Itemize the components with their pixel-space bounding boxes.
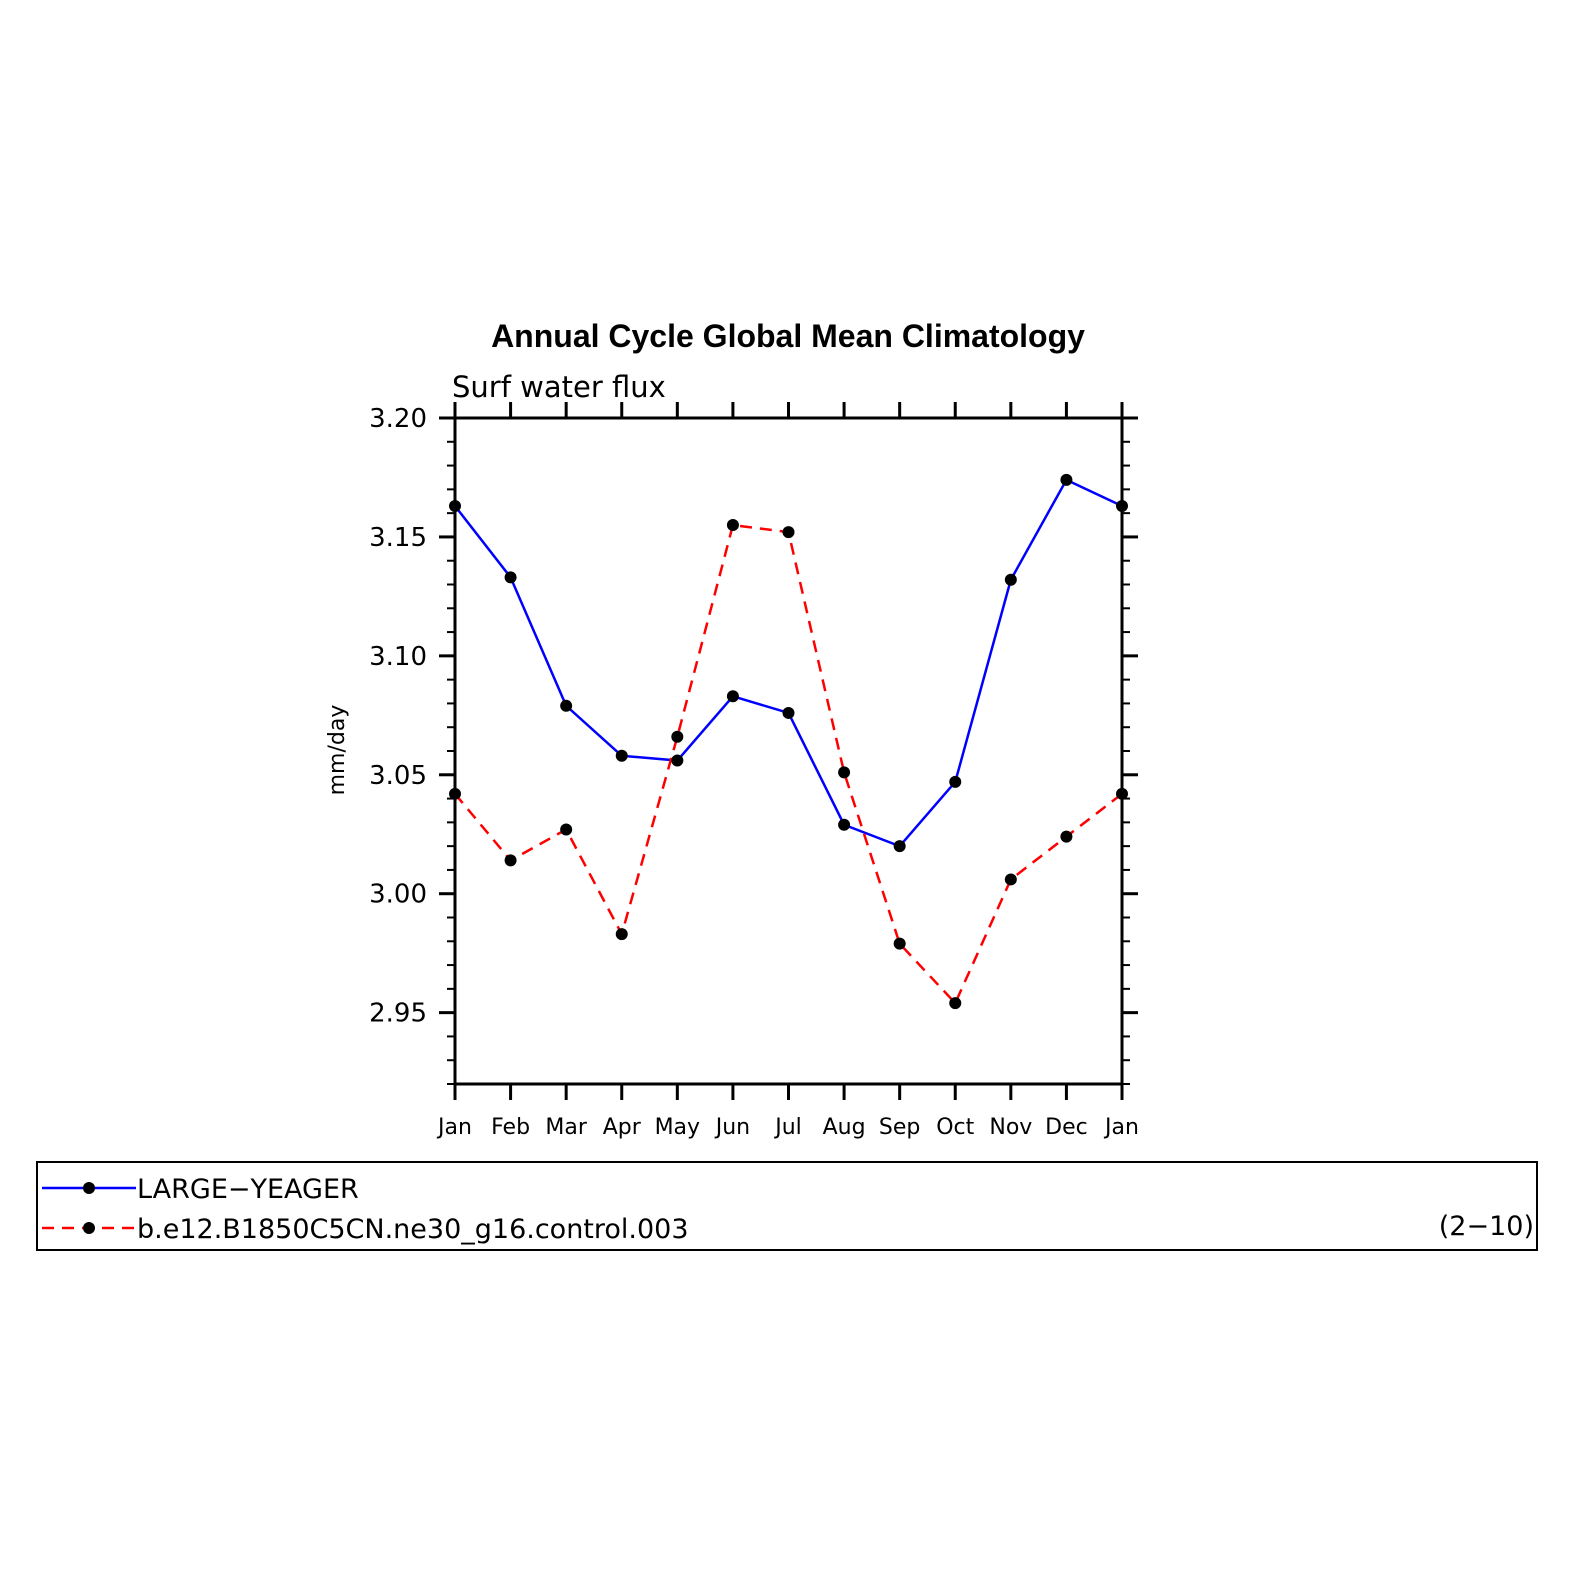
series-2-point	[1060, 830, 1073, 843]
series-1-point	[726, 690, 739, 703]
series-2-point	[449, 787, 461, 800]
series-2-point	[838, 766, 851, 779]
series-2-point	[504, 854, 517, 867]
x-tick-labels: Jan Feb Mar Apr May Jun Jul Aug Sep Oct Nov Dec Jan	[436, 1115, 1139, 1140]
series-2-point	[726, 519, 739, 532]
series-2-point	[671, 730, 684, 743]
series-lines	[454, 478, 1123, 1006]
x-tick-label: Dec	[1045, 1115, 1088, 1140]
x-tick-label: Mar	[545, 1115, 587, 1140]
legend: LARGE−YEAGER b.e12.B1850C5CN.ne30_g16.con…	[36, 1161, 1538, 1251]
series-2-point	[615, 928, 628, 941]
legend-marker-swatch	[83, 1182, 95, 1194]
series-1-point	[1060, 473, 1073, 486]
x-tick-label: Apr	[603, 1115, 642, 1140]
x-tick-label: Sep	[879, 1115, 920, 1140]
x-tick-label: Aug	[823, 1115, 866, 1140]
y-axis-label: mm/day	[325, 705, 350, 796]
x-tick-label: May	[655, 1115, 700, 1140]
chart-subtitle: Surf water flux	[452, 370, 666, 404]
y-tick-label: 3.20	[369, 404, 427, 434]
x-tick-label: Oct	[936, 1115, 974, 1140]
x-tick-label: Jan	[436, 1115, 472, 1140]
y-tick-label: 3.00	[369, 880, 427, 910]
series-2-point	[1004, 873, 1017, 886]
series-line-2	[454, 523, 1123, 1006]
legend-entries: LARGE−YEAGER b.e12.B1850C5CN.ne30_g16.con…	[42, 1174, 689, 1245]
series-2-point	[560, 823, 573, 836]
series-1-point	[504, 571, 517, 584]
plot-frame	[453, 416, 1124, 1086]
axis-ticks	[439, 402, 1138, 1100]
series-2-point	[782, 526, 795, 539]
series-2-point	[893, 937, 906, 950]
legend-frame	[36, 1161, 1538, 1251]
series-1-point	[838, 818, 851, 831]
y-tick-label: 3.05	[369, 761, 427, 791]
series-2-point	[949, 997, 962, 1010]
x-tick-label: Feb	[491, 1115, 530, 1140]
y-tick-label: 3.15	[369, 523, 427, 553]
series-1-point	[782, 706, 795, 719]
series-1-point	[893, 840, 906, 853]
y-tick-label: 2.95	[369, 999, 427, 1029]
series-1-point	[949, 775, 962, 788]
x-tick-label: Jul	[773, 1115, 802, 1140]
series-markers	[449, 473, 1128, 1010]
legend-item: b.e12.B1850C5CN.ne30_g16.control.003	[42, 1214, 689, 1245]
legend-label: b.e12.B1850C5CN.ne30_g16.control.003	[137, 1214, 689, 1245]
x-tick-label: Jan	[1103, 1115, 1139, 1140]
y-tick-label: 3.10	[369, 642, 427, 672]
legend-item: LARGE−YEAGER	[42, 1174, 359, 1205]
x-tick-label: Nov	[989, 1115, 1032, 1140]
y-tick-labels: 2.95 3.00 3.05 3.10 3.15 3.20	[369, 404, 427, 1029]
series-1-point	[1116, 500, 1128, 513]
series-1-point	[449, 500, 461, 513]
series-1-point	[671, 754, 684, 767]
legend-marker-swatch	[83, 1222, 95, 1234]
series-2-point	[1116, 787, 1128, 800]
legend-note: (2−10)	[1439, 1211, 1534, 1242]
series-1-point	[560, 699, 573, 712]
x-tick-label: Jun	[714, 1115, 750, 1140]
series-1-point	[615, 749, 628, 762]
chart-title: Annual Cycle Global Mean Climatology	[491, 318, 1085, 354]
series-1-point	[1004, 573, 1017, 586]
legend-label: LARGE−YEAGER	[137, 1174, 359, 1205]
